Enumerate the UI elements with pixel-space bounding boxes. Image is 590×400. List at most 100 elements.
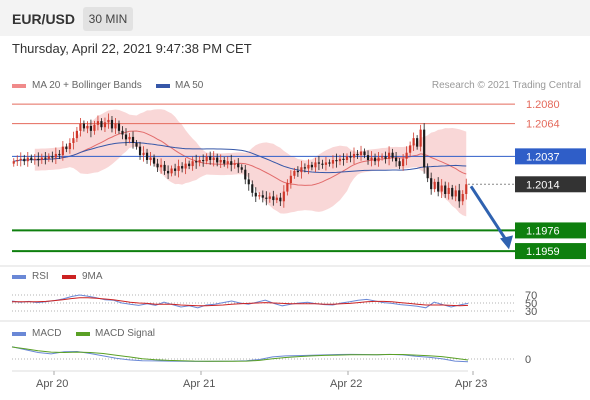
datetime-label: Thursday, April 22, 2021 9:47:38 PM CET [12, 41, 252, 56]
candle-body [47, 156, 50, 159]
candle-body [338, 158, 342, 162]
candle-body [300, 167, 303, 173]
candle-body [124, 134, 128, 140]
candle-body [451, 187, 454, 197]
rsi-tick-label: 50 [525, 298, 537, 310]
candle-body [114, 123, 117, 129]
candle-body [167, 170, 170, 174]
candle-body [226, 161, 229, 164]
ma50-legend-swatch [156, 84, 170, 88]
candle-body [317, 162, 321, 164]
candle-body [380, 156, 384, 158]
candle-body [110, 119, 114, 129]
support-level-box [515, 243, 586, 260]
candle-body [19, 158, 22, 160]
candle-body [100, 121, 103, 128]
candle-body [163, 164, 166, 171]
candle-body [454, 190, 457, 197]
candle-body [430, 178, 433, 190]
candle-body [33, 158, 36, 160]
candle-body [12, 161, 15, 164]
ma20-legend-swatch [12, 84, 26, 88]
support-level-label: 1.1976 [526, 225, 560, 237]
candle-body [405, 152, 408, 159]
candle-body [342, 158, 345, 160]
pivot-level-label: 1.2037 [526, 151, 560, 163]
candle-body [170, 168, 173, 174]
rsi-ma-legend-swatch [62, 275, 76, 279]
candle-body [65, 146, 68, 150]
candle-body [188, 163, 191, 167]
candle-body [96, 121, 100, 125]
candle-body [58, 153, 61, 156]
candle-body [233, 163, 236, 165]
candle-body [198, 160, 201, 163]
candle-body [398, 161, 401, 167]
candle-body [37, 158, 40, 160]
timeframe-button[interactable]: 30 MIN [83, 7, 133, 31]
candle-body [135, 143, 138, 147]
candle-body [356, 153, 359, 156]
candle-body [244, 169, 247, 180]
forecast-arrow-shaft [469, 185, 509, 243]
macd-legend-swatch [12, 332, 26, 336]
candle-body [310, 164, 313, 168]
candle-body [216, 157, 219, 163]
candle-body [289, 175, 292, 184]
macd-signal-legend-swatch [76, 332, 90, 336]
candle-body [219, 160, 222, 163]
macd-legend-label: MACD [32, 328, 62, 339]
candle-body [296, 170, 299, 173]
candle-body [142, 152, 145, 156]
candle-body [61, 146, 64, 156]
candle-body [152, 157, 156, 164]
candle-body [240, 167, 243, 170]
candle-body [138, 146, 142, 156]
candle-body [286, 183, 289, 192]
candle-body [202, 160, 205, 162]
candle-body [370, 157, 373, 160]
candle-body [205, 156, 208, 162]
rsi-ma-legend-label: 9MA [82, 271, 103, 282]
candle-body [159, 164, 163, 168]
candle-body [30, 157, 33, 160]
candle-body [419, 129, 422, 147]
resistance-level-label: 1.2080 [526, 99, 560, 111]
candle-body [82, 123, 85, 129]
candle-body [247, 179, 250, 185]
rsi-legend-swatch [12, 275, 26, 279]
candle-body [423, 129, 426, 168]
support-level-label: 1.1959 [526, 246, 560, 258]
candle-body [447, 187, 450, 194]
candle-body [384, 156, 387, 159]
candle-body [352, 153, 356, 158]
candle-body [181, 166, 184, 169]
support-level-box [515, 222, 586, 239]
candle-body [426, 167, 429, 179]
candle-body [75, 130, 78, 139]
last-level-label: 1.2014 [526, 179, 560, 191]
candle-body [282, 191, 285, 202]
rsi-legend-label: RSI [32, 271, 49, 282]
ma20-legend-label: MA 20 + Bollinger Bands [32, 80, 142, 91]
candle-body [359, 151, 363, 156]
candle-body [254, 192, 257, 197]
candle-body [328, 162, 331, 164]
candle-body [437, 181, 440, 192]
candle-body [433, 181, 436, 190]
candle-body [40, 157, 43, 160]
candle-body [314, 162, 317, 168]
candle-body [272, 196, 275, 201]
candle-body [145, 152, 149, 160]
candle-body [54, 153, 57, 158]
candle-body [412, 138, 415, 146]
candle-body [107, 119, 110, 123]
ma20-line [34, 130, 467, 186]
candle-body [331, 160, 335, 164]
ma50-legend-label: MA 50 [175, 80, 204, 91]
candle-body [458, 190, 461, 202]
candle-body [349, 156, 352, 158]
candle-body [191, 161, 194, 167]
x-tick-label: Apr 21 [183, 378, 215, 390]
